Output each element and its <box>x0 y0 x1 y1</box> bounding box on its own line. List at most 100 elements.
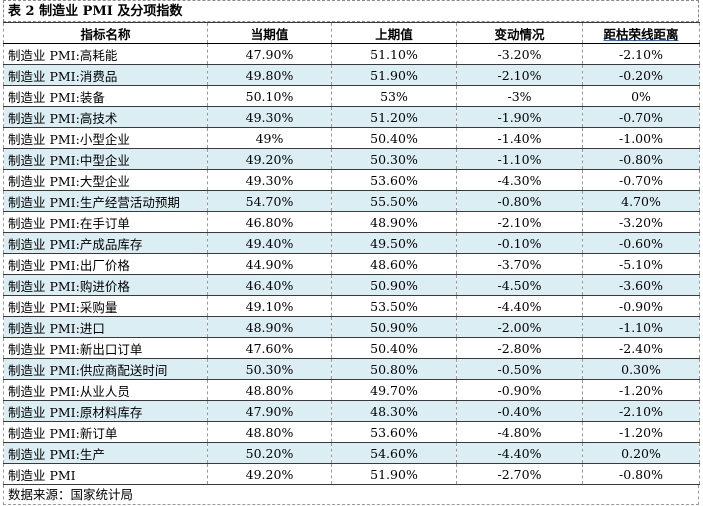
current-value-cell: 50.10% <box>207 85 332 107</box>
previous-value-cell: 51.10% <box>331 43 457 65</box>
indicator-name-cell: 制造业 PMI:高耗能 <box>3 43 208 65</box>
current-value-cell: 47.60% <box>207 337 332 359</box>
indicator-name-cell: 制造业 PMI:从业人员 <box>3 379 208 401</box>
current-value-cell: 50.20% <box>207 442 332 464</box>
indicator-name-cell: 制造业 PMI:新出口订单 <box>3 337 208 359</box>
current-value-cell: 49.20% <box>207 148 332 170</box>
distance-cell: 0% <box>582 85 700 107</box>
table-title: 表 2 制造业 PMI 及分项指数 <box>3 0 699 22</box>
distance-cell: -0.60% <box>582 232 700 254</box>
indicator-name-cell: 制造业 PMI:装备 <box>3 85 208 107</box>
table-row: 制造业 PMI:消费品 49.80% 51.90% -2.10% -0.20% <box>3 64 700 86</box>
change-cell: -3.70% <box>456 253 583 275</box>
previous-value-cell: 50.30% <box>331 148 457 170</box>
current-value-cell: 47.90% <box>207 43 332 65</box>
pmi-table: 指标名称 当期值 上期值 变动情况 距枯荣线距离 制造业 PMI:高耗能 47.9… <box>3 22 700 485</box>
indicator-name-cell: 制造业 PMI:产成品库存 <box>3 232 208 254</box>
current-value-cell: 44.90% <box>207 253 332 275</box>
change-cell: -3% <box>456 85 583 107</box>
indicator-name-cell: 制造业 PMI:生产经营活动预期 <box>3 190 208 212</box>
distance-cell: -3.60% <box>582 274 700 296</box>
previous-value-cell: 53.60% <box>331 169 457 191</box>
current-value-cell: 46.80% <box>207 211 332 233</box>
table-row: 制造业 PMI:产成品库存 49.40% 49.50% -0.10% -0.60% <box>3 232 700 254</box>
table-row: 制造业 PMI:装备 50.10% 53% -3% 0% <box>3 85 700 107</box>
indicator-name-cell: 制造业 PMI:生产 <box>3 442 208 464</box>
distance-cell: -1.20% <box>582 421 700 443</box>
header-distance-to-threshold: 距枯荣线距离 <box>582 22 700 44</box>
pmi-table-container: 表 2 制造业 PMI 及分项指数 指标名称 当期值 上期值 变动情况 距枯荣线… <box>3 0 700 505</box>
change-cell: -1.90% <box>456 106 583 128</box>
table-row: 制造业 PMI:生产 50.20% 54.60% -4.40% 0.20% <box>3 442 700 464</box>
previous-value-cell: 51.90% <box>331 463 457 485</box>
indicator-name-cell: 制造业 PMI:小型企业 <box>3 127 208 149</box>
previous-value-cell: 51.90% <box>331 64 457 86</box>
distance-cell: -3.20% <box>582 211 700 233</box>
table-row: 制造业 PMI:高技术 49.30% 51.20% -1.90% -0.70% <box>3 106 700 128</box>
change-cell: -2.70% <box>456 463 583 485</box>
distance-cell: -1.20% <box>582 379 700 401</box>
table-row: 制造业 PMI:采购量 49.10% 53.50% -4.40% -0.90% <box>3 295 700 317</box>
data-source: 数据来源：国家统计局 <box>3 485 699 505</box>
header-indicator-name: 指标名称 <box>3 22 208 44</box>
indicator-name-cell: 制造业 PMI:在手订单 <box>3 211 208 233</box>
change-cell: -1.40% <box>456 127 583 149</box>
indicator-name-cell: 制造业 PMI:进口 <box>3 316 208 338</box>
current-value-cell: 49.20% <box>207 463 332 485</box>
distance-cell: 4.70% <box>582 190 700 212</box>
table-row: 制造业 PMI:高耗能 47.90% 51.10% -3.20% -2.10% <box>3 43 700 65</box>
distance-cell: 0.30% <box>582 358 700 380</box>
previous-value-cell: 50.80% <box>331 358 457 380</box>
indicator-name-cell: 制造业 PMI:原材料库存 <box>3 400 208 422</box>
previous-value-cell: 48.60% <box>331 253 457 275</box>
change-cell: -4.30% <box>456 169 583 191</box>
header-distance-label: 距枯荣线距离 <box>603 26 679 42</box>
change-cell: -2.00% <box>456 316 583 338</box>
previous-value-cell: 48.30% <box>331 400 457 422</box>
table-header-row: 指标名称 当期值 上期值 变动情况 距枯荣线距离 <box>3 22 700 44</box>
change-cell: -0.50% <box>456 358 583 380</box>
previous-value-cell: 55.50% <box>331 190 457 212</box>
distance-cell: -5.10% <box>582 253 700 275</box>
distance-cell: -0.90% <box>582 295 700 317</box>
indicator-name-cell: 制造业 PMI <box>3 463 208 485</box>
current-value-cell: 50.30% <box>207 358 332 380</box>
distance-cell: -2.10% <box>582 400 700 422</box>
header-previous-value: 上期值 <box>331 22 457 44</box>
previous-value-cell: 49.70% <box>331 379 457 401</box>
indicator-name-cell: 制造业 PMI:新订单 <box>3 421 208 443</box>
table-row: 制造业 PMI:购进价格 46.40% 50.90% -4.50% -3.60% <box>3 274 700 296</box>
change-cell: -2.10% <box>456 64 583 86</box>
change-cell: -2.80% <box>456 337 583 359</box>
table-row: 制造业 PMI:出厂价格 44.90% 48.60% -3.70% -5.10% <box>3 253 700 275</box>
header-change: 变动情况 <box>456 22 583 44</box>
change-cell: -3.20% <box>456 43 583 65</box>
table-row: 制造业 PMI:供应商配送时间 50.30% 50.80% -0.50% 0.30% <box>3 358 700 380</box>
previous-value-cell: 50.40% <box>331 337 457 359</box>
change-cell: -4.40% <box>456 442 583 464</box>
change-cell: -0.80% <box>456 190 583 212</box>
current-value-cell: 48.80% <box>207 421 332 443</box>
table-row: 制造业 PMI:原材料库存 47.90% 48.30% -0.40% -2.10% <box>3 400 700 422</box>
previous-value-cell: 48.90% <box>331 211 457 233</box>
previous-value-cell: 50.90% <box>331 274 457 296</box>
distance-cell: 0.20% <box>582 442 700 464</box>
change-cell: -0.90% <box>456 379 583 401</box>
table-body: 制造业 PMI:高耗能 47.90% 51.10% -3.20% -2.10% 制造业 P… <box>3 43 700 485</box>
current-value-cell: 47.90% <box>207 400 332 422</box>
distance-cell: -0.80% <box>582 463 700 485</box>
distance-cell: -0.20% <box>582 64 700 86</box>
previous-value-cell: 51.20% <box>331 106 457 128</box>
current-value-cell: 48.90% <box>207 316 332 338</box>
change-cell: -4.80% <box>456 421 583 443</box>
table-row: 制造业 PMI:中型企业 49.20% 50.30% -1.10% -0.80% <box>3 148 700 170</box>
table-row: 制造业 PMI:进口 48.90% 50.90% -2.00% -1.10% <box>3 316 700 338</box>
current-value-cell: 54.70% <box>207 190 332 212</box>
change-cell: -0.40% <box>456 400 583 422</box>
indicator-name-cell: 制造业 PMI:购进价格 <box>3 274 208 296</box>
table-row: 制造业 PMI:大型企业 49.30% 53.60% -4.30% -0.70% <box>3 169 700 191</box>
distance-cell: -1.00% <box>582 127 700 149</box>
previous-value-cell: 50.40% <box>331 127 457 149</box>
current-value-cell: 49% <box>207 127 332 149</box>
distance-cell: -2.10% <box>582 43 700 65</box>
